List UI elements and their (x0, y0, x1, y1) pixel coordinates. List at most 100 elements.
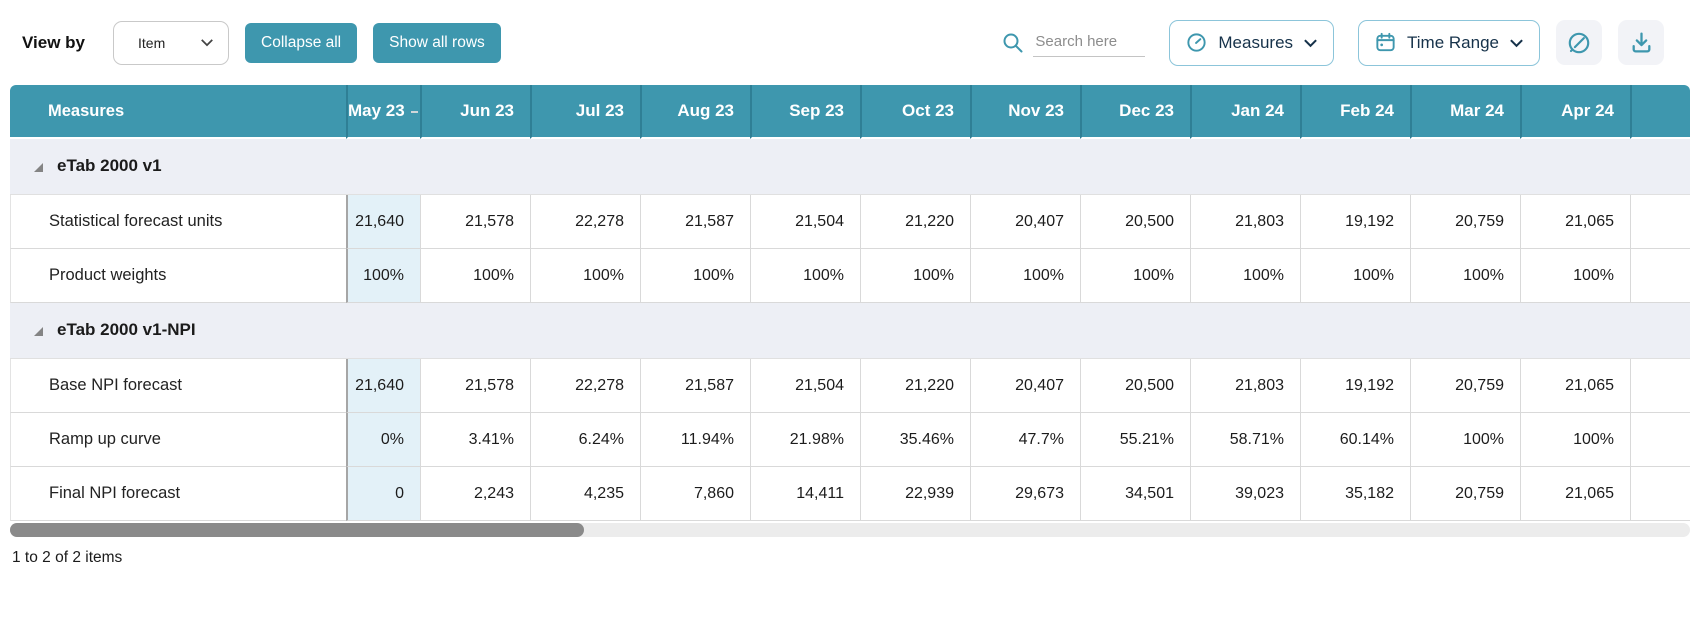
value-cell[interactable]: 47.7% (970, 413, 1080, 467)
value-cell[interactable]: 21,578 (420, 195, 530, 249)
month-header-cell[interactable]: Aug 23 (640, 85, 750, 139)
value-cell[interactable]: 100% (750, 249, 860, 303)
partial-month-cell (1630, 249, 1690, 303)
value-cell[interactable]: 20,759 (1410, 195, 1520, 249)
value-cell[interactable]: 20,407 (970, 359, 1080, 413)
month-header-cell[interactable]: Sep 23 (750, 85, 860, 139)
value-cell[interactable]: 100% (1410, 413, 1520, 467)
value-cell[interactable]: 100% (1300, 249, 1410, 303)
time-range-dropdown-button[interactable]: Time Range (1358, 19, 1540, 66)
value-cell[interactable]: 100% (1080, 249, 1190, 303)
value-cell[interactable]: 21,587 (640, 359, 750, 413)
measures-table: Measures May 23 Jun 23 Jul 23 Aug 23 Sep 23 Oc… (10, 85, 1690, 521)
month-header-cell[interactable]: Apr 24 (1520, 85, 1630, 139)
month-header-cell[interactable]: Dec 23 (1080, 85, 1190, 139)
value-cell[interactable]: 100% (1520, 249, 1630, 303)
value-cell[interactable]: 34,501 (1080, 467, 1190, 521)
collapse-all-button[interactable]: Collapse all (245, 22, 358, 63)
month-header-cell[interactable]: Jul 23 (530, 85, 640, 139)
partial-month-cell (1630, 467, 1690, 521)
value-cell[interactable]: 58.71% (1190, 413, 1300, 467)
partial-month-header-cell (1630, 85, 1690, 139)
value-cell[interactable]: 21,640 (346, 359, 420, 413)
value-cell[interactable]: 22,278 (530, 195, 640, 249)
show-all-rows-button[interactable]: Show all rows (373, 22, 501, 63)
value-cell[interactable]: 21.98% (750, 413, 860, 467)
value-cell[interactable]: 21,803 (1190, 195, 1300, 249)
value-cell[interactable]: 20,407 (970, 195, 1080, 249)
value-cell[interactable]: 100% (346, 249, 420, 303)
value-cell[interactable]: 100% (530, 249, 640, 303)
value-cell[interactable]: 60.14% (1300, 413, 1410, 467)
value-cell[interactable]: 39,023 (1190, 467, 1300, 521)
value-cell[interactable]: 100% (860, 249, 970, 303)
value-cell[interactable]: 21,504 (750, 195, 860, 249)
month-header-cell[interactable]: Nov 23 (970, 85, 1080, 139)
value-cell[interactable]: 6.24% (530, 413, 640, 467)
table-row: Statistical forecast units 21,640 21,578 22… (10, 195, 1690, 249)
chevron-down-icon (1509, 38, 1524, 48)
value-cell[interactable]: 100% (1520, 413, 1630, 467)
value-cell[interactable]: 35.46% (860, 413, 970, 467)
value-cell[interactable]: 11.94% (640, 413, 750, 467)
month-header-cell[interactable]: May 23 (346, 85, 420, 139)
horizontal-scrollbar-thumb[interactable] (10, 523, 584, 537)
value-cell[interactable]: 21,065 (1520, 359, 1630, 413)
pencil-circle-icon (1566, 30, 1592, 56)
horizontal-scrollbar-track[interactable] (10, 523, 1690, 537)
value-cell[interactable]: 21,220 (860, 359, 970, 413)
value-cell[interactable]: 21,504 (750, 359, 860, 413)
value-cell[interactable]: 21,587 (640, 195, 750, 249)
measure-name-cell: Final NPI forecast (10, 467, 346, 521)
measures-column-header: Measures (10, 85, 346, 139)
month-header-cell[interactable]: Oct 23 (860, 85, 970, 139)
value-cell[interactable]: 100% (970, 249, 1080, 303)
month-header-cell[interactable]: Jun 23 (420, 85, 530, 139)
partial-month-cell (1630, 195, 1690, 249)
value-cell[interactable]: 20,500 (1080, 359, 1190, 413)
value-cell[interactable]: 19,192 (1300, 195, 1410, 249)
group-row-toggle[interactable]: eTab 2000 v1-NPI (10, 303, 1690, 359)
value-cell[interactable]: 100% (1190, 249, 1300, 303)
value-cell[interactable]: 20,759 (1410, 467, 1520, 521)
value-cell[interactable]: 4,235 (530, 467, 640, 521)
group-row-toggle[interactable]: eTab 2000 v1 (10, 139, 1690, 195)
search-input[interactable] (1033, 28, 1146, 57)
value-cell[interactable]: 29,673 (970, 467, 1080, 521)
month-header-cell[interactable]: Feb 24 (1300, 85, 1410, 139)
view-by-dropdown[interactable]: Item (113, 20, 229, 65)
column-divider-handle[interactable] (410, 110, 418, 113)
download-button[interactable] (1618, 20, 1664, 65)
value-cell[interactable]: 21,220 (860, 195, 970, 249)
value-cell[interactable]: 21,578 (420, 359, 530, 413)
value-cell[interactable]: 3.41% (420, 413, 530, 467)
value-cell[interactable]: 22,278 (530, 359, 640, 413)
value-cell[interactable]: 21,640 (346, 195, 420, 249)
value-cell[interactable]: 100% (640, 249, 750, 303)
value-cell[interactable]: 21,065 (1520, 195, 1630, 249)
value-cell[interactable]: 20,500 (1080, 195, 1190, 249)
measures-dropdown-button[interactable]: Measures (1169, 19, 1335, 66)
value-cell[interactable]: 21,803 (1190, 359, 1300, 413)
month-header-cell[interactable]: Mar 24 (1410, 85, 1520, 139)
value-cell[interactable]: 2,243 (420, 467, 530, 521)
value-cell[interactable]: 7,860 (640, 467, 750, 521)
value-cell[interactable]: 100% (1410, 249, 1520, 303)
value-cell[interactable]: 0% (346, 413, 420, 467)
collapse-triangle-icon[interactable] (34, 163, 43, 172)
value-cell[interactable]: 19,192 (1300, 359, 1410, 413)
value-cell[interactable]: 22,939 (860, 467, 970, 521)
value-cell[interactable]: 55.21% (1080, 413, 1190, 467)
value-cell[interactable]: 35,182 (1300, 467, 1410, 521)
search-box (1001, 28, 1146, 57)
value-cell[interactable]: 20,759 (1410, 359, 1520, 413)
value-cell[interactable]: 21,065 (1520, 467, 1630, 521)
collapse-triangle-icon[interactable] (34, 327, 43, 336)
edit-button[interactable] (1556, 20, 1602, 65)
value-cell[interactable]: 100% (420, 249, 530, 303)
month-header-cell[interactable]: Jan 24 (1190, 85, 1300, 139)
table-row: Product weights 100% 100% 100% 100% 100% 100% 1… (10, 249, 1690, 303)
value-cell[interactable]: 0 (346, 467, 420, 521)
measure-name-cell: Ramp up curve (10, 413, 346, 467)
value-cell[interactable]: 14,411 (750, 467, 860, 521)
